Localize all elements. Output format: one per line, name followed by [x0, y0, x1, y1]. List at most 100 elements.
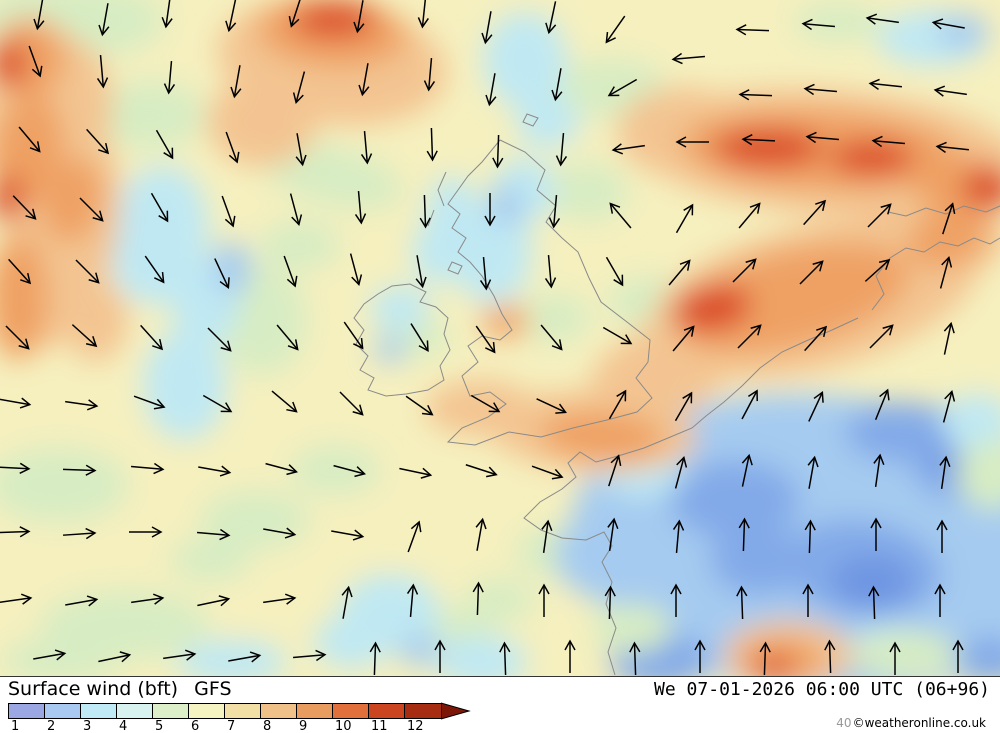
wind-arrow [406, 583, 419, 618]
wind-arrow [738, 517, 750, 552]
wind-speed-region [95, 80, 205, 150]
wind-arrow [737, 324, 762, 349]
legend-value: 10 [335, 719, 352, 733]
wind-speed-region [850, 630, 960, 676]
wind-speed-region [0, 40, 26, 88]
wind-speed-region [793, 2, 883, 42]
wind-arrow [360, 130, 373, 165]
wind-speed-region [207, 77, 317, 167]
legend-cell [369, 704, 405, 718]
wind-arrow [869, 324, 894, 349]
wind-speed-region [830, 140, 914, 176]
wind-map [0, 0, 1000, 676]
wind-speed-region [425, 380, 535, 436]
wind-arrow [934, 583, 946, 617]
wind-arrow [803, 199, 827, 226]
coastline [446, 139, 653, 446]
legend-cell [9, 704, 45, 718]
wind-speed-region [314, 616, 390, 668]
wind-speed-region [0, 236, 48, 360]
wind-speed-region [937, 15, 989, 49]
legend-cell [333, 704, 369, 718]
legend-cell [153, 704, 189, 718]
wind-arrow [341, 585, 353, 619]
wind-arrow [607, 78, 638, 97]
wind-speed-region [483, 12, 567, 108]
wind-arrow [265, 462, 298, 476]
wind-arrow [668, 259, 691, 286]
legend-value: 2 [47, 719, 56, 733]
wind-arrow [604, 585, 616, 620]
wind-arrow [608, 389, 627, 420]
wind-arrow [28, 45, 43, 78]
wind-arrow [551, 68, 563, 102]
wind-arrow [738, 89, 773, 101]
wind-arrow [12, 195, 37, 220]
wind-arrow [225, 131, 240, 164]
wind-speed-region [750, 656, 794, 676]
legend-value: 8 [263, 719, 272, 733]
wind-arrow [434, 639, 446, 673]
wind-arrow [283, 255, 298, 288]
copyright-text: ©weatheronline.co.uk [852, 716, 986, 730]
wind-speed-region [907, 208, 989, 268]
wind-arrow [864, 258, 891, 282]
wind-speed-region [212, 242, 252, 294]
wind-arrow [271, 390, 298, 413]
legend-value: 6 [191, 719, 200, 733]
wind-arrow [736, 585, 748, 620]
wind-arrow [65, 595, 99, 607]
legend-value: 11 [371, 719, 388, 733]
wind-arrow [144, 255, 165, 284]
wind-arrow [608, 454, 622, 487]
wind-speed-region [0, 447, 128, 523]
wind-speed-region [170, 538, 250, 582]
coastline [887, 205, 1000, 217]
wind-arrow [472, 581, 484, 616]
wind-arrow [602, 326, 633, 345]
coastline [871, 237, 1000, 311]
wind-arrow [541, 519, 553, 553]
wind-arrow [228, 651, 262, 663]
wind-arrow [605, 256, 624, 287]
wind-arrow [485, 73, 497, 107]
wind-arrow [86, 128, 110, 155]
wind-arrow [865, 13, 899, 25]
wind-arrow [349, 253, 363, 286]
wind-speed-region [516, 96, 580, 148]
wind-speed-region [832, 556, 912, 608]
wind-arrow [0, 462, 31, 474]
wind-speed-region [67, 282, 129, 362]
wind-speed-region [592, 603, 672, 653]
wind-speed-region [488, 186, 524, 226]
wind-arrow [426, 127, 438, 162]
wind-arrow [871, 135, 906, 148]
title-unit: (bft) [137, 678, 179, 700]
wind-speed-region [398, 635, 442, 665]
coastline [427, 171, 447, 227]
wind-arrow [799, 260, 824, 285]
wind-arrow [98, 651, 132, 663]
wind-arrow [331, 529, 365, 541]
wind-arrow [98, 3, 110, 37]
wind-speed-region [370, 286, 430, 330]
wind-arrow [931, 18, 965, 30]
wind-arrow [759, 641, 771, 676]
legend-color-bar [8, 702, 471, 720]
wind-arrow [555, 132, 568, 167]
wind-speed-region [143, 330, 227, 440]
legend-cell [81, 704, 117, 718]
wind-arrow [133, 395, 166, 410]
wind-arrow [423, 57, 436, 92]
wind-arrow [0, 397, 32, 409]
wind-speed-region [177, 640, 287, 676]
credit: 40©weatheronline.co.uk [836, 716, 986, 730]
wind-speed-region [845, 402, 955, 462]
wind-arrow [805, 131, 840, 144]
wind-arrow [353, 0, 365, 34]
wind-arrow [369, 641, 381, 676]
wind-arrow [33, 649, 67, 661]
wind-arrow [263, 527, 297, 539]
wind-arrow [481, 11, 493, 45]
